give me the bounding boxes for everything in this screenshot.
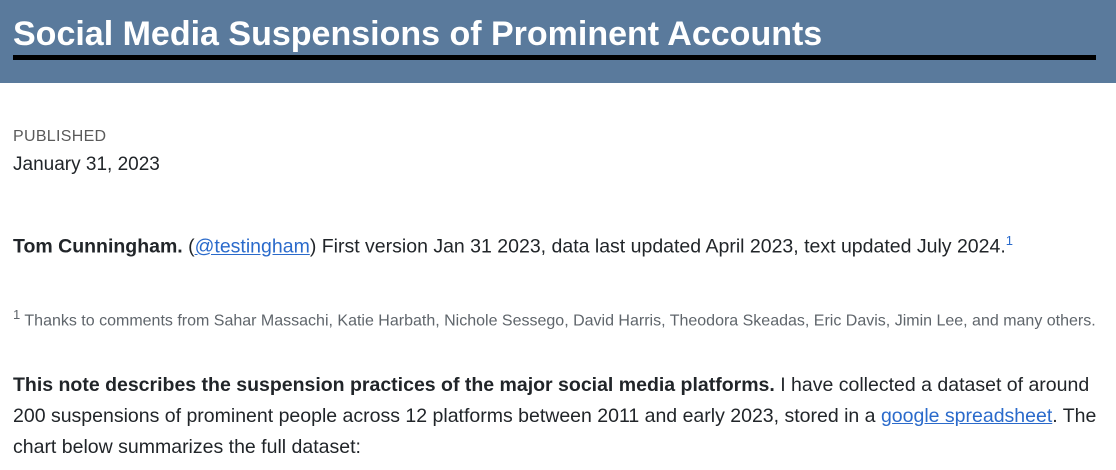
author-version-text: ) First version Jan 31 2023, data last u… (309, 235, 1006, 258)
footnote-ref: 1 (1006, 231, 1013, 249)
footnote-ref-link[interactable]: 1 (1005, 233, 1013, 248)
title-banner: Social Media Suspensions of Prominent Ac… (0, 0, 1116, 83)
intro-paragraph: This note describes the suspension pract… (13, 370, 1103, 463)
title-underline (13, 55, 1096, 60)
footnote-text: Thanks to comments from Sahar Massachi, … (20, 312, 1096, 330)
author-paragraph: Tom Cunningham. (@testingham) First vers… (13, 225, 1103, 263)
author-open-paren: ( (182, 235, 195, 258)
footnote-number: 1 (13, 307, 21, 322)
author-name: Tom Cunningham. (13, 235, 183, 258)
published-label: PUBLISHED (13, 128, 107, 145)
spreadsheet-link[interactable]: google spreadsheet (880, 405, 1053, 427)
intro-bold-sentence: This note describes the suspension pract… (13, 374, 775, 396)
published-date: January 31, 2023 (13, 154, 160, 175)
intro-text: I have collected a dataset of around 200… (13, 374, 1090, 427)
footnote: 1 Thanks to comments from Sahar Massachi… (13, 302, 1103, 334)
author-handle-link[interactable]: @testingham (194, 235, 310, 258)
page-title: Social Media Suspensions of Prominent Ac… (13, 15, 823, 53)
intro-text-end: . The chart below summarizes the full da… (13, 405, 1097, 458)
